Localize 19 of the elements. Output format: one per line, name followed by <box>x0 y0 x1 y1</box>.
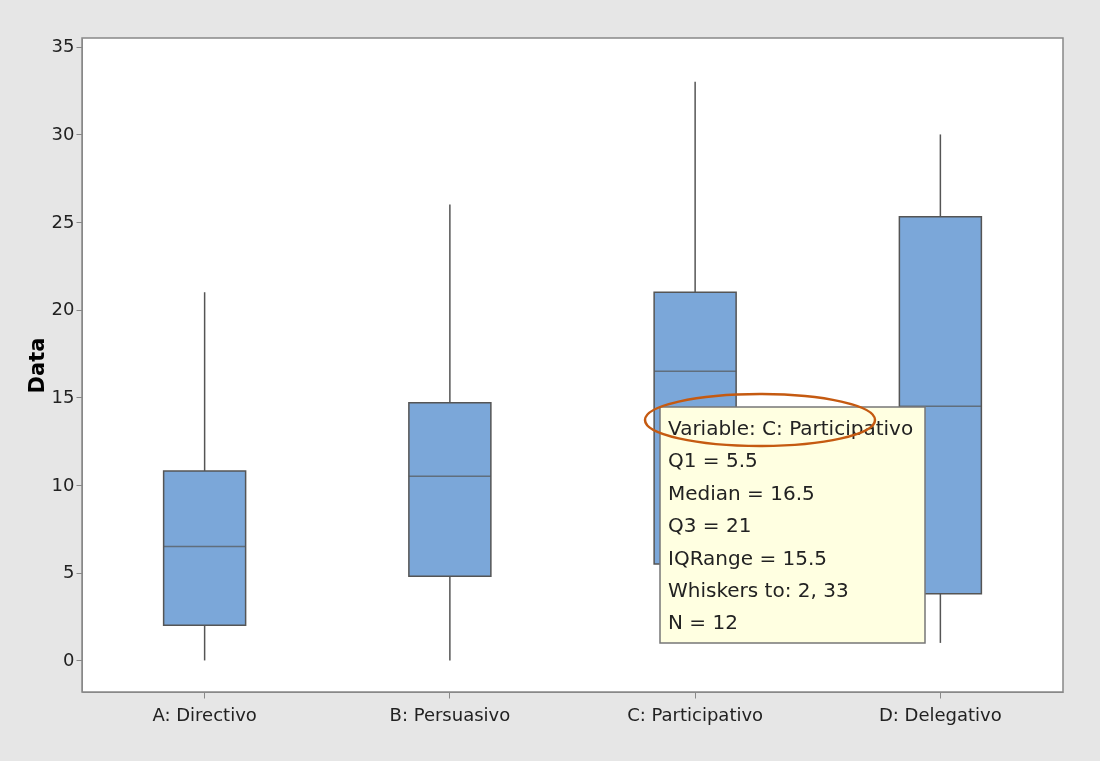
x-tick-label: A: Directivo <box>152 703 257 725</box>
y-tick-label: 30 <box>51 122 75 144</box>
y-axis-title: Data <box>24 337 49 394</box>
x-tick-label: B: Persuasivo <box>389 703 511 725</box>
annotation: Q1 = 5.5 <box>668 448 758 473</box>
x-tick-label: D: Delegativo <box>878 703 1002 725</box>
y-tick-label: 0 <box>63 648 75 670</box>
annotation: N = 12 <box>668 610 738 635</box>
annotation: Median = 16.5 <box>668 480 815 505</box>
y-tick-label: 25 <box>51 210 75 232</box>
y-tick-label: 15 <box>51 385 75 407</box>
annotation: Q3 = 21 <box>668 513 752 538</box>
annotation: IQRange = 15.5 <box>668 545 828 570</box>
y-tick-label: 5 <box>63 561 75 583</box>
x-tick-label: C: Participativo <box>627 703 764 725</box>
y-tick-label: 35 <box>51 35 75 57</box>
y-tick-label: 10 <box>51 473 75 495</box>
y-tick-label: 20 <box>51 298 75 320</box>
annotation: Whiskers to: 2, 33 <box>668 578 849 602</box>
